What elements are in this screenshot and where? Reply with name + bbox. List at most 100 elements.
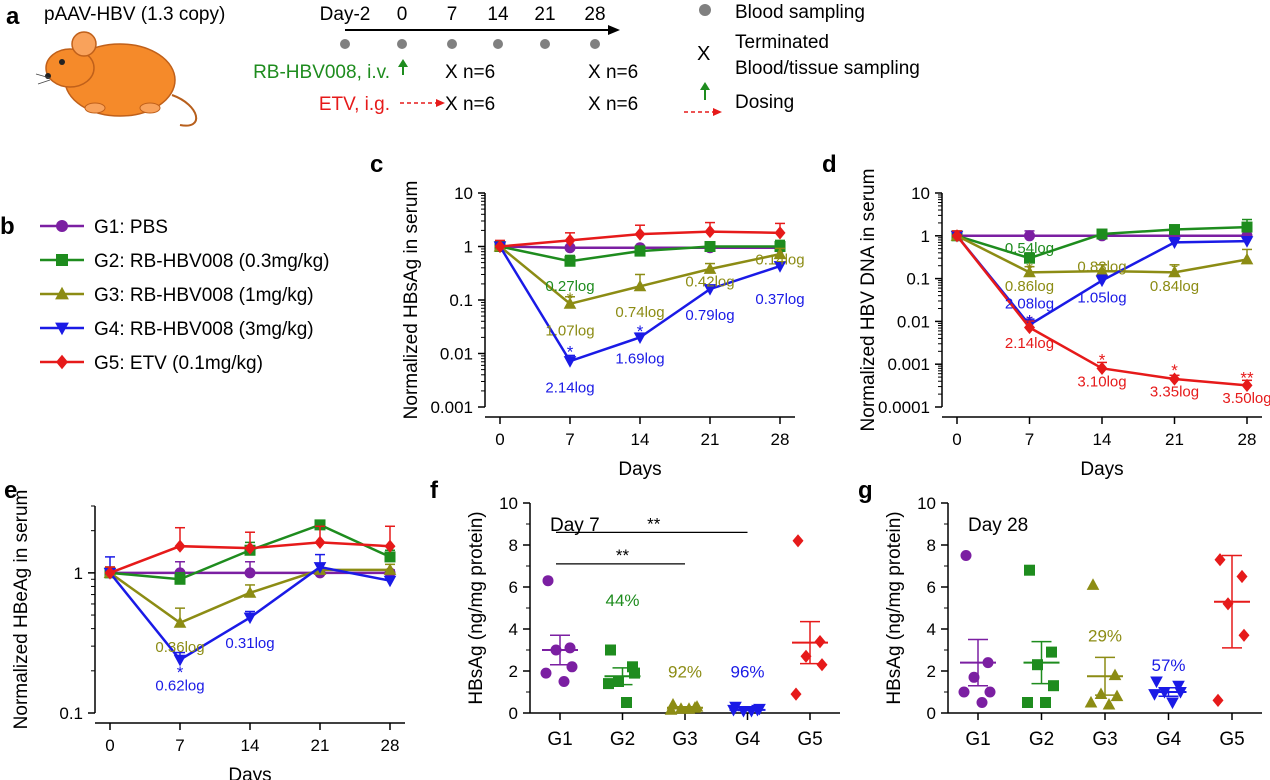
data-point — [243, 612, 257, 625]
log-reduction-label: 2.14log — [545, 380, 594, 397]
data-point — [613, 676, 624, 687]
blood-sampling-dot — [340, 39, 350, 49]
data-point — [1212, 693, 1224, 707]
termination-mark: X n=6 — [445, 62, 495, 83]
log-reduction-label: 0.36log — [155, 639, 204, 656]
group-g2 — [603, 644, 641, 708]
plot-g: 0 2 4 6 8 10 HBsAg (ng/mg protein) Day 28 G1 G2 G3… — [884, 494, 1262, 750]
group-g3 — [1084, 578, 1124, 710]
data-point — [243, 586, 257, 598]
x-tick-label: 7 — [175, 736, 184, 755]
log-reduction-label: 1.07log — [545, 323, 594, 340]
y-tick-label: 1 — [921, 227, 930, 246]
dosing-arrow-icon — [398, 59, 408, 75]
data-point — [566, 661, 578, 673]
series-g5 — [104, 525, 396, 580]
y-tick-label: 0.1 — [59, 704, 83, 723]
data-point — [1168, 265, 1181, 278]
log-reduction-label: 0.79log — [685, 307, 734, 324]
data-point — [384, 551, 396, 563]
terminated-x-icon: X — [697, 43, 710, 65]
x-tick-label: G3 — [1092, 729, 1117, 750]
blood-sampling-dot — [397, 39, 407, 49]
data-point — [313, 562, 327, 574]
data-point — [960, 550, 972, 561]
data-point — [314, 535, 326, 549]
data-point — [1084, 695, 1098, 708]
timeline-day-label: Day-2 — [320, 4, 371, 25]
y-tick-label: 6 — [927, 578, 936, 597]
data-point — [244, 567, 256, 579]
series-g5 — [951, 229, 1253, 392]
data-point — [540, 667, 552, 679]
timeline-day-label: 14 — [487, 4, 509, 25]
legend-marker-square — [56, 254, 68, 266]
data-point — [564, 242, 576, 254]
group-g4 — [1148, 676, 1187, 710]
x-axis-label: Days — [1080, 459, 1123, 480]
log-reduction-label: 0.31log — [225, 635, 274, 652]
termination-mark: X n=6 — [588, 94, 638, 115]
data-point — [1086, 578, 1100, 590]
timeline-day-label: 0 — [397, 4, 408, 25]
x-tick-label: G1 — [965, 729, 990, 750]
x-tick-label: 28 — [381, 736, 400, 755]
data-point — [558, 676, 570, 687]
data-point — [494, 239, 506, 254]
legend-terminated: Terminated — [735, 32, 829, 53]
legend-tissue-sampling: Blood/tissue sampling — [735, 58, 920, 79]
group-g1 — [540, 575, 578, 687]
significance-star: ** — [647, 514, 661, 533]
dosing-arrow-icon — [700, 82, 710, 100]
y-axis-label: Normalized HBV DNA in serum — [858, 169, 879, 432]
log-reduction-label: 0.54log — [1005, 240, 1054, 257]
log-reduction-label: 0.37log — [755, 291, 804, 308]
blood-sampling-icon — [699, 4, 711, 16]
data-point — [814, 635, 826, 649]
data-point — [383, 563, 397, 575]
y-tick-label: 10 — [911, 184, 930, 203]
data-point — [564, 642, 576, 654]
legend-marker-circle — [56, 220, 68, 232]
blood-sampling-dot — [493, 39, 503, 49]
data-point — [629, 667, 640, 679]
y-tick-label: 0.01 — [440, 345, 473, 364]
data-point — [174, 539, 186, 553]
percent-reduction-label: 44% — [605, 591, 639, 610]
data-point — [800, 649, 812, 663]
panel-letter-d: d — [822, 151, 837, 178]
treatment-row-label: RB-HBV008, i.v. — [253, 62, 390, 83]
data-point — [1214, 553, 1226, 567]
x-tick-label: G2 — [610, 729, 635, 750]
data-point — [605, 644, 616, 656]
x-tick-label: G5 — [797, 729, 822, 750]
legend-label-g5: G5: ETV (0.1mg/kg) — [94, 353, 263, 374]
log-reduction-label: 0.27log — [545, 278, 594, 295]
y-tick-label: 0 — [509, 704, 518, 723]
x-tick-label: G1 — [547, 729, 572, 750]
data-point — [563, 356, 577, 368]
data-point — [773, 247, 787, 260]
y-tick-label: 6 — [509, 578, 518, 597]
significance-star: * — [1171, 361, 1178, 380]
log-reduction-label: 0.83log — [1077, 259, 1126, 276]
panel-title: Day 7 — [550, 515, 600, 536]
x-tick-label: G4 — [1156, 729, 1182, 750]
panel-letter-a: a — [6, 3, 20, 30]
significance-star: * — [1171, 261, 1178, 280]
data-point — [173, 616, 187, 628]
data-point — [633, 332, 647, 344]
data-point — [564, 255, 576, 267]
x-tick-label: 0 — [105, 736, 114, 755]
data-point — [1096, 228, 1108, 240]
y-tick-label: 0 — [927, 704, 936, 723]
data-point — [1022, 697, 1033, 708]
data-point — [1094, 687, 1108, 700]
data-point — [1023, 265, 1036, 278]
y-tick-label: 0.001 — [430, 398, 473, 417]
data-point — [1148, 689, 1161, 701]
data-point — [634, 245, 646, 257]
dosing-dashed-arrow-icon — [400, 99, 445, 107]
y-axis-label: HBsAg (ng/mg protein) — [884, 511, 905, 704]
